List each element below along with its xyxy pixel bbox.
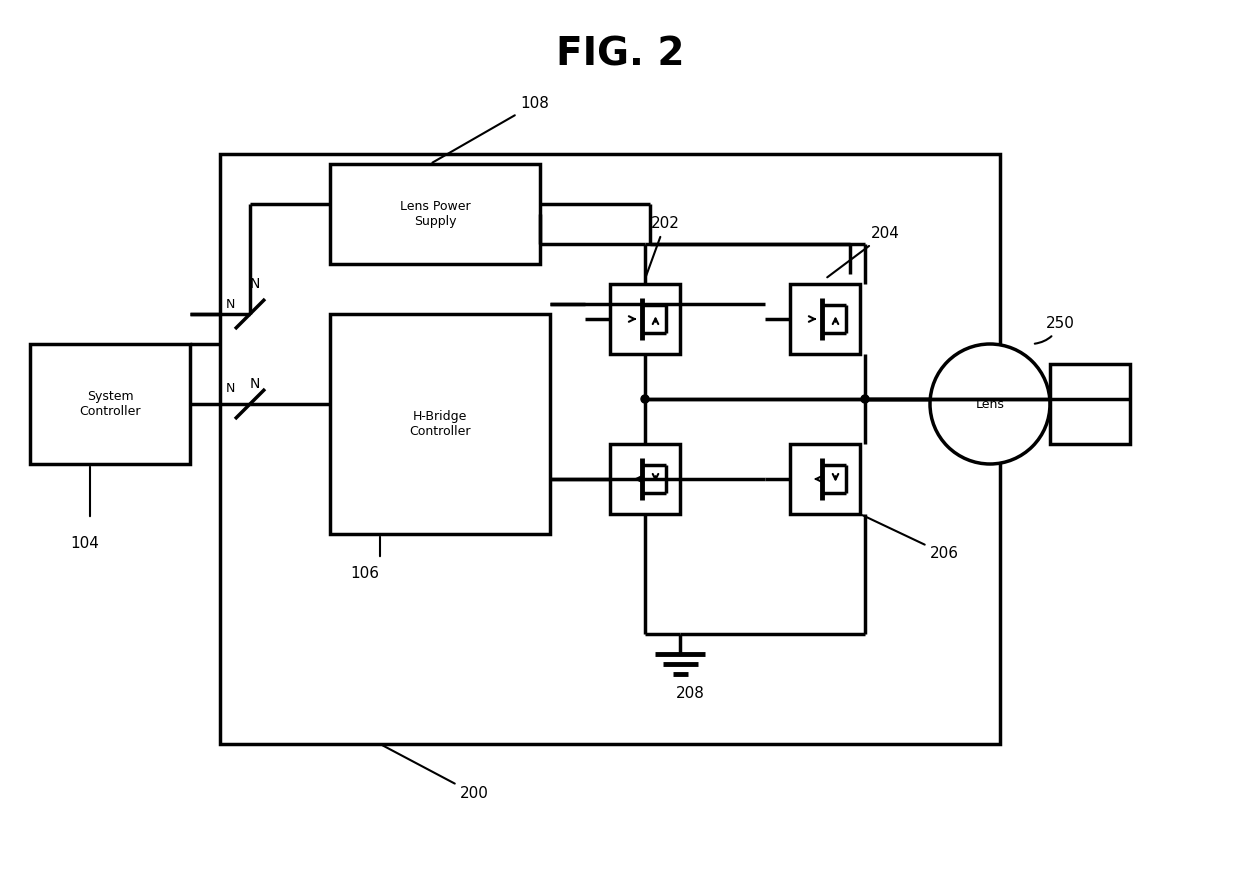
Text: Lens: Lens (976, 398, 1004, 411)
FancyBboxPatch shape (30, 344, 190, 464)
FancyBboxPatch shape (790, 444, 861, 514)
FancyBboxPatch shape (610, 284, 680, 354)
Text: 200: 200 (382, 746, 489, 801)
FancyBboxPatch shape (219, 154, 999, 744)
Text: N: N (249, 277, 260, 291)
Text: 108: 108 (433, 96, 549, 163)
Circle shape (641, 395, 649, 403)
FancyBboxPatch shape (330, 164, 539, 264)
Text: 204: 204 (827, 226, 899, 277)
Text: Lens Power
Supply: Lens Power Supply (399, 200, 470, 228)
Text: N: N (226, 383, 234, 396)
FancyBboxPatch shape (790, 284, 861, 354)
Text: FIG. 2: FIG. 2 (556, 35, 684, 73)
FancyBboxPatch shape (330, 314, 551, 534)
Circle shape (930, 344, 1050, 464)
FancyBboxPatch shape (1050, 364, 1130, 444)
Text: N: N (249, 377, 260, 391)
Text: System
Controller: System Controller (79, 390, 141, 418)
Text: 206: 206 (863, 515, 959, 561)
Text: N: N (226, 297, 234, 310)
Text: 202: 202 (646, 217, 680, 276)
FancyBboxPatch shape (610, 444, 680, 514)
Text: 208: 208 (676, 686, 704, 702)
Text: 104: 104 (69, 537, 99, 551)
Circle shape (861, 395, 869, 403)
Text: H-Bridge
Controller: H-Bridge Controller (409, 410, 471, 438)
Text: 106: 106 (350, 566, 379, 581)
Text: 250: 250 (1034, 316, 1074, 343)
